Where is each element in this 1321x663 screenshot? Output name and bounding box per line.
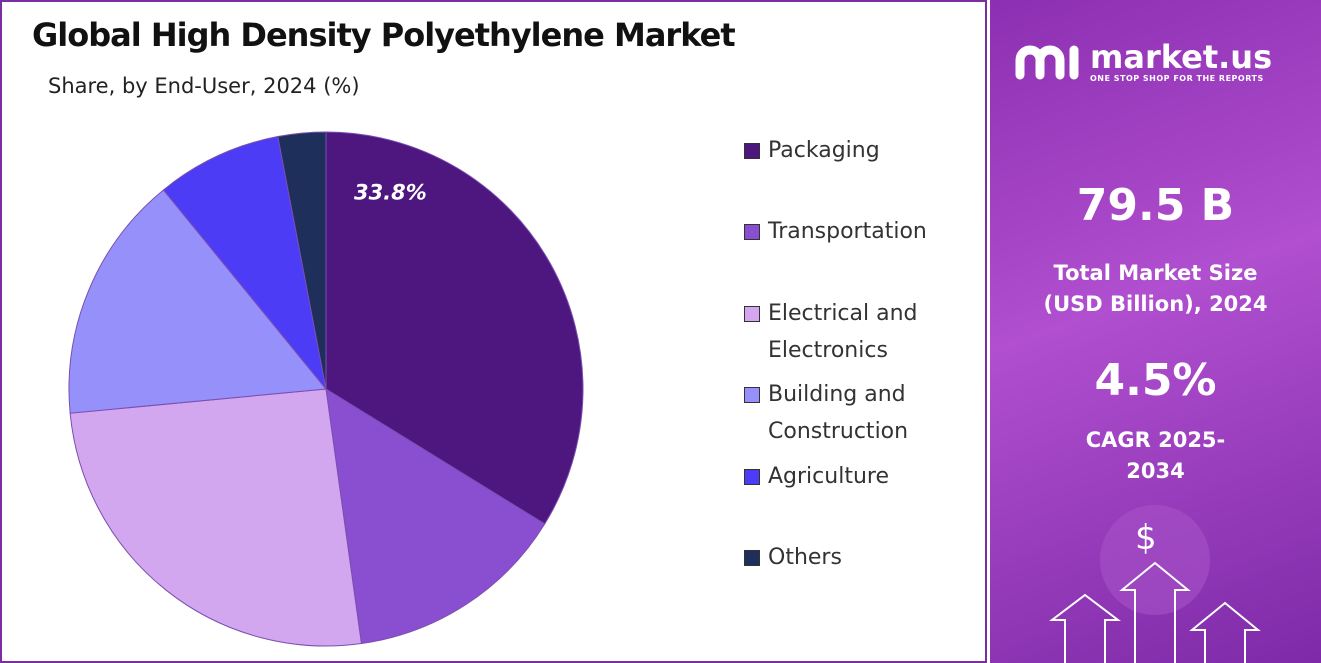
legend-item: Electrical and Electronics bbox=[744, 295, 974, 369]
legend-swatch bbox=[744, 224, 760, 240]
sidebar: market.us ONE STOP SHOP FOR THE REPORTS … bbox=[990, 0, 1321, 663]
legend-swatch bbox=[744, 550, 760, 566]
chart-title: Global High Density Polyethylene Market bbox=[32, 16, 736, 54]
pie-slice bbox=[277, 131, 327, 390]
legend-swatch bbox=[744, 387, 760, 403]
legend-item: Others bbox=[744, 539, 974, 576]
chart-subtitle: Share, by End-User, 2024 (%) bbox=[48, 74, 360, 98]
legend-item: Building and Construction bbox=[744, 376, 974, 450]
legend-label: Transportation bbox=[768, 219, 927, 244]
tagline: ONE STOP SHOP FOR THE REPORTS bbox=[1090, 74, 1264, 83]
coin-glow bbox=[1100, 505, 1210, 615]
pie-slice bbox=[325, 131, 584, 525]
legend-label: Agriculture bbox=[768, 464, 889, 489]
legend-swatch bbox=[744, 469, 760, 485]
pie-slice bbox=[69, 388, 362, 647]
legend-item: Agriculture bbox=[744, 458, 974, 495]
legend-label: Others bbox=[768, 545, 842, 570]
legend-label: Electrical and Electronics bbox=[768, 301, 918, 363]
chart-panel: Global High Density Polyethylene Market … bbox=[0, 0, 987, 663]
market-size-label: Total Market Size (USD Billion), 2024 bbox=[1043, 261, 1268, 316]
pie-chart: 33.8% bbox=[68, 131, 584, 647]
cagr-label: CAGR 2025-2034 bbox=[1085, 428, 1226, 483]
legend-label: Building and Construction bbox=[768, 382, 909, 444]
legend-item: Packaging bbox=[744, 132, 974, 169]
legend-swatch bbox=[744, 306, 760, 322]
arrows bbox=[1049, 561, 1261, 663]
currency-icon: $ bbox=[1135, 518, 1157, 558]
legend-label: Packaging bbox=[768, 138, 880, 163]
market-size: 79.5 B bbox=[1076, 180, 1235, 231]
legend-item: Transportation bbox=[744, 213, 974, 250]
data-label: 33.8% bbox=[354, 181, 427, 205]
logo bbox=[1015, 45, 1079, 80]
pie-slice bbox=[162, 135, 327, 390]
brand: market.us bbox=[1090, 38, 1273, 76]
pie-slice bbox=[325, 388, 546, 645]
pie-slice bbox=[68, 189, 327, 414]
cagr: 4.5% bbox=[1094, 355, 1217, 406]
legend-swatch bbox=[744, 143, 760, 159]
sidebar-decor bbox=[1015, 45, 1261, 663]
